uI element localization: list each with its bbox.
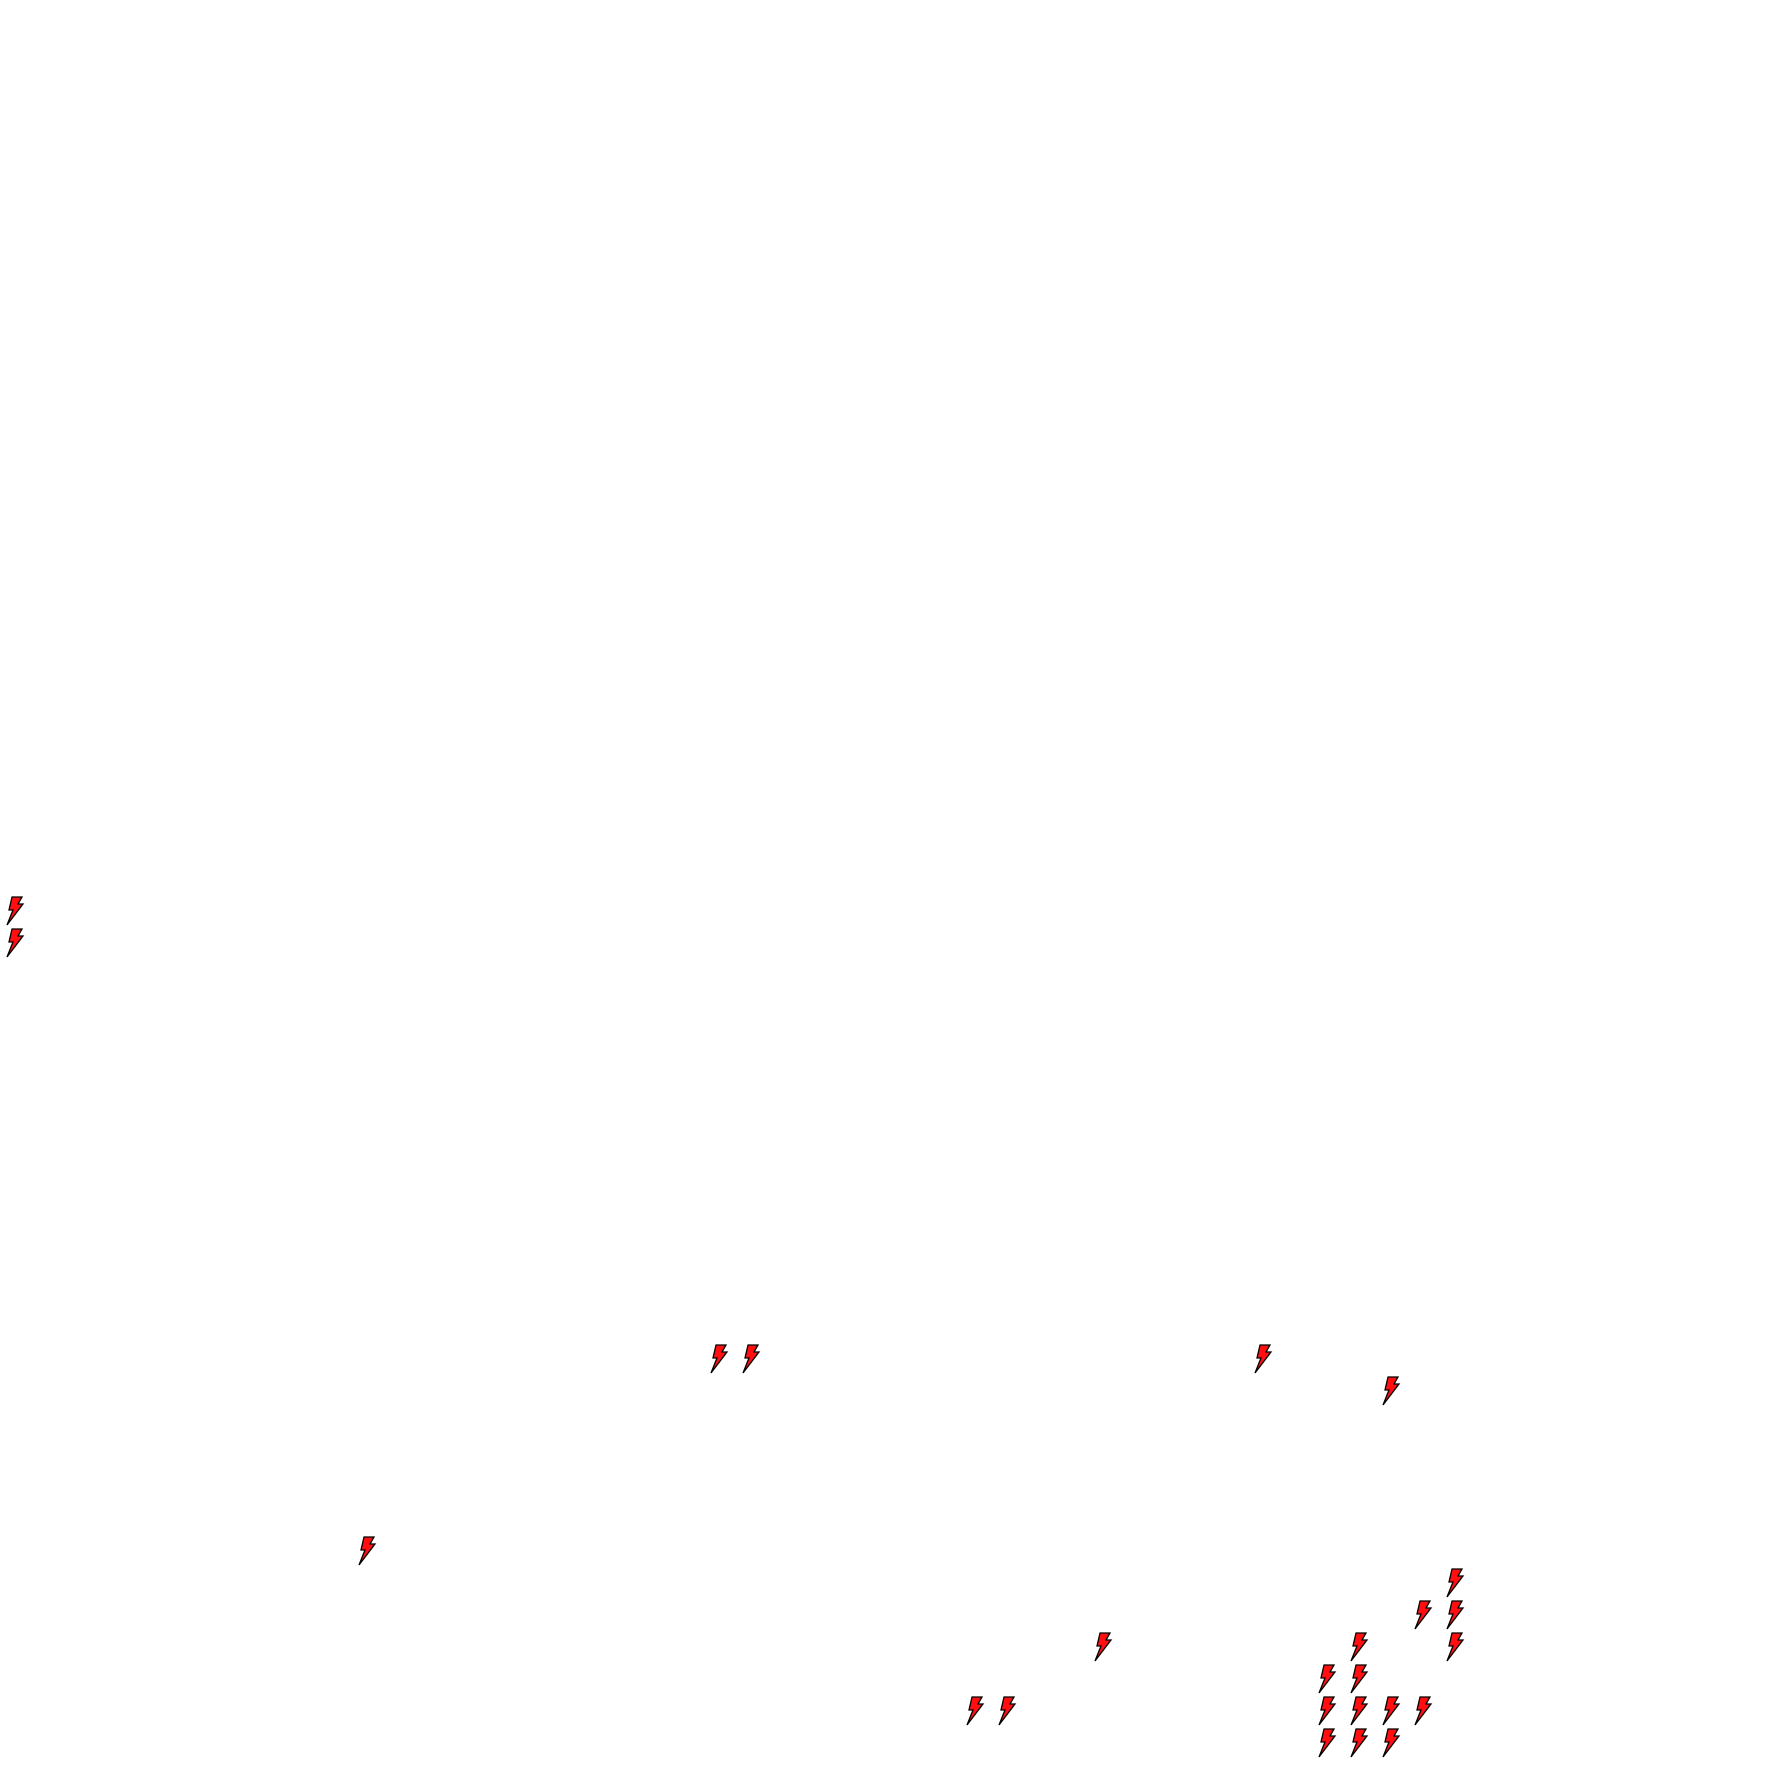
lightning-bolt-icon: [1318, 1664, 1338, 1694]
lightning-bolt-icon: [6, 928, 26, 958]
lightning-bolt-icon: [1382, 1728, 1402, 1758]
lightning-bolt-icon: [358, 1536, 378, 1566]
lightning-bolt-icon: [1414, 1600, 1434, 1630]
lightning-bolt-icon: [966, 1696, 986, 1726]
lightning-bolt-icon: [1318, 1728, 1338, 1758]
lightning-bolt-icon: [1350, 1632, 1370, 1662]
lightning-bolt-icon: [1414, 1696, 1434, 1726]
lightning-bolt-icon: [6, 896, 26, 926]
lightning-bolt-icon: [1254, 1344, 1274, 1374]
lightning-bolt-icon: [742, 1344, 762, 1374]
lightning-bolt-icon: [1318, 1696, 1338, 1726]
lightning-bolt-icon: [998, 1696, 1018, 1726]
lightning-bolt-icon: [1382, 1696, 1402, 1726]
lightning-bolt-icon: [710, 1344, 730, 1374]
lightning-bolt-icon: [1382, 1376, 1402, 1406]
lightning-bolt-icon: [1446, 1568, 1466, 1598]
lightning-bolt-icon: [1094, 1632, 1114, 1662]
lightning-bolt-icon: [1446, 1600, 1466, 1630]
lightning-bolt-icon: [1446, 1632, 1466, 1662]
lightning-bolt-icon: [1350, 1728, 1370, 1758]
lightning-bolt-icon: [1350, 1664, 1370, 1694]
lightning-bolt-icon: [1350, 1696, 1370, 1726]
